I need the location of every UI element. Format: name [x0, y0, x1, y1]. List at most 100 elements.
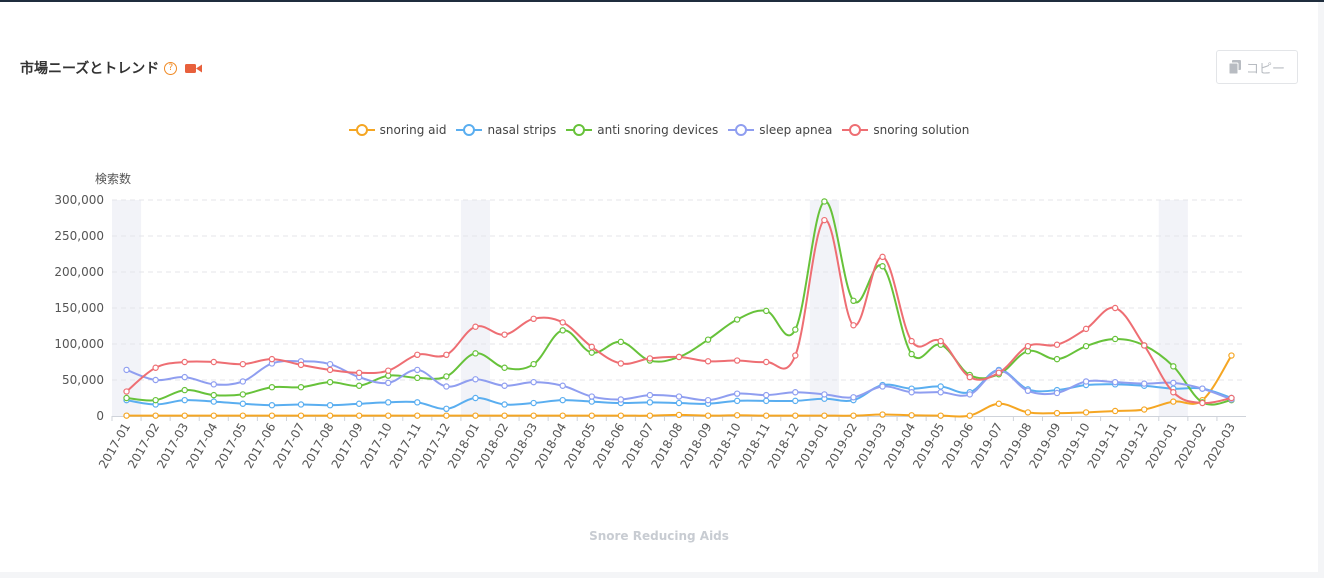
data-point	[181, 412, 188, 419]
data-point	[123, 394, 130, 402]
data-point	[937, 383, 944, 390]
data-point	[821, 198, 828, 205]
y-tick-label: 0	[96, 409, 104, 423]
data-point	[355, 382, 363, 389]
data-point	[646, 391, 654, 399]
data-point	[210, 358, 217, 366]
data-point	[1141, 342, 1148, 349]
data-point	[1141, 380, 1148, 387]
chart-footer-title: Snore Reducing Aids	[589, 529, 729, 543]
copy-button[interactable]: コピー	[1216, 50, 1298, 84]
data-point	[704, 396, 712, 404]
chart-legend: snoring aid nasal strips anti snoring devi…	[0, 123, 1318, 137]
data-point	[152, 376, 159, 384]
legend-item[interactable]: anti snoring devices	[566, 123, 718, 137]
data-point	[414, 366, 421, 374]
data-point	[646, 355, 654, 362]
data-point	[763, 307, 770, 315]
data-point	[966, 412, 973, 419]
legend-item[interactable]: snoring aid	[348, 123, 446, 137]
data-point	[1199, 399, 1206, 407]
data-point	[181, 396, 188, 404]
legend-label: sleep apnea	[759, 123, 833, 137]
data-point	[210, 381, 217, 388]
data-point	[879, 411, 886, 418]
data-point	[792, 412, 799, 419]
data-point	[1053, 355, 1061, 363]
data-point	[123, 412, 130, 419]
legend-label: nasal strips	[487, 123, 557, 137]
data-point	[966, 391, 973, 398]
data-point	[501, 364, 508, 371]
data-point	[850, 394, 857, 401]
legend-marker-icon	[842, 124, 869, 136]
data-point	[792, 389, 799, 396]
data-point	[443, 412, 450, 419]
data-point	[472, 394, 479, 402]
data-point	[268, 384, 276, 391]
data-point	[472, 350, 479, 357]
data-point	[850, 412, 857, 419]
data-point	[966, 373, 973, 381]
data-point	[414, 374, 421, 382]
data-point	[385, 379, 392, 387]
data-point	[297, 361, 305, 369]
data-point	[704, 412, 712, 419]
data-point	[937, 389, 944, 396]
data-point	[414, 412, 421, 419]
legend-item[interactable]: nasal strips	[456, 123, 556, 137]
data-point	[908, 350, 915, 358]
data-point	[1111, 335, 1119, 343]
legend-label: anti snoring devices	[597, 123, 719, 137]
data-point	[850, 322, 857, 329]
data-point	[1082, 378, 1090, 385]
data-point	[210, 412, 217, 419]
data-point	[733, 357, 741, 364]
data-point	[1024, 348, 1032, 355]
series-line	[125, 219, 1232, 405]
y-tick-label: 100,000	[54, 337, 104, 351]
question-circle-icon[interactable]: ?	[164, 61, 178, 75]
data-point	[123, 366, 130, 374]
data-point	[733, 412, 741, 419]
data-point	[472, 376, 479, 383]
data-point	[152, 364, 159, 371]
legend-item[interactable]: snoring solution	[842, 123, 969, 137]
data-point	[443, 405, 450, 412]
series-line	[126, 354, 1233, 418]
data-point	[1170, 363, 1177, 370]
data-point	[879, 253, 886, 261]
data-point	[937, 337, 944, 345]
data-point	[152, 396, 159, 404]
data-point	[588, 343, 595, 351]
data-point	[268, 402, 276, 409]
data-point	[1024, 387, 1032, 394]
data-point	[501, 331, 508, 338]
data-point	[646, 399, 654, 406]
video-camera-icon[interactable]	[185, 59, 203, 78]
data-point	[792, 397, 799, 405]
y-tick-label: 250,000	[54, 229, 104, 243]
data-point	[501, 412, 508, 419]
data-point	[1082, 409, 1090, 416]
data-point	[210, 398, 217, 405]
data-point	[792, 326, 799, 333]
data-point	[733, 316, 741, 323]
data-point	[326, 412, 334, 419]
data-point	[472, 412, 479, 419]
data-point	[443, 383, 450, 390]
data-point	[326, 378, 334, 386]
legend-item[interactable]: sleep apnea	[728, 123, 832, 137]
card-header: 市場ニーズとトレンド ?	[20, 58, 203, 78]
data-point	[733, 390, 741, 397]
data-point	[588, 398, 595, 405]
data-point	[501, 382, 508, 389]
series-line	[126, 200, 1232, 406]
data-point	[879, 383, 886, 390]
data-point	[763, 391, 770, 399]
data-point	[181, 373, 188, 381]
legend-marker-icon	[456, 124, 483, 136]
data-point	[792, 352, 799, 359]
data-point	[617, 360, 625, 367]
